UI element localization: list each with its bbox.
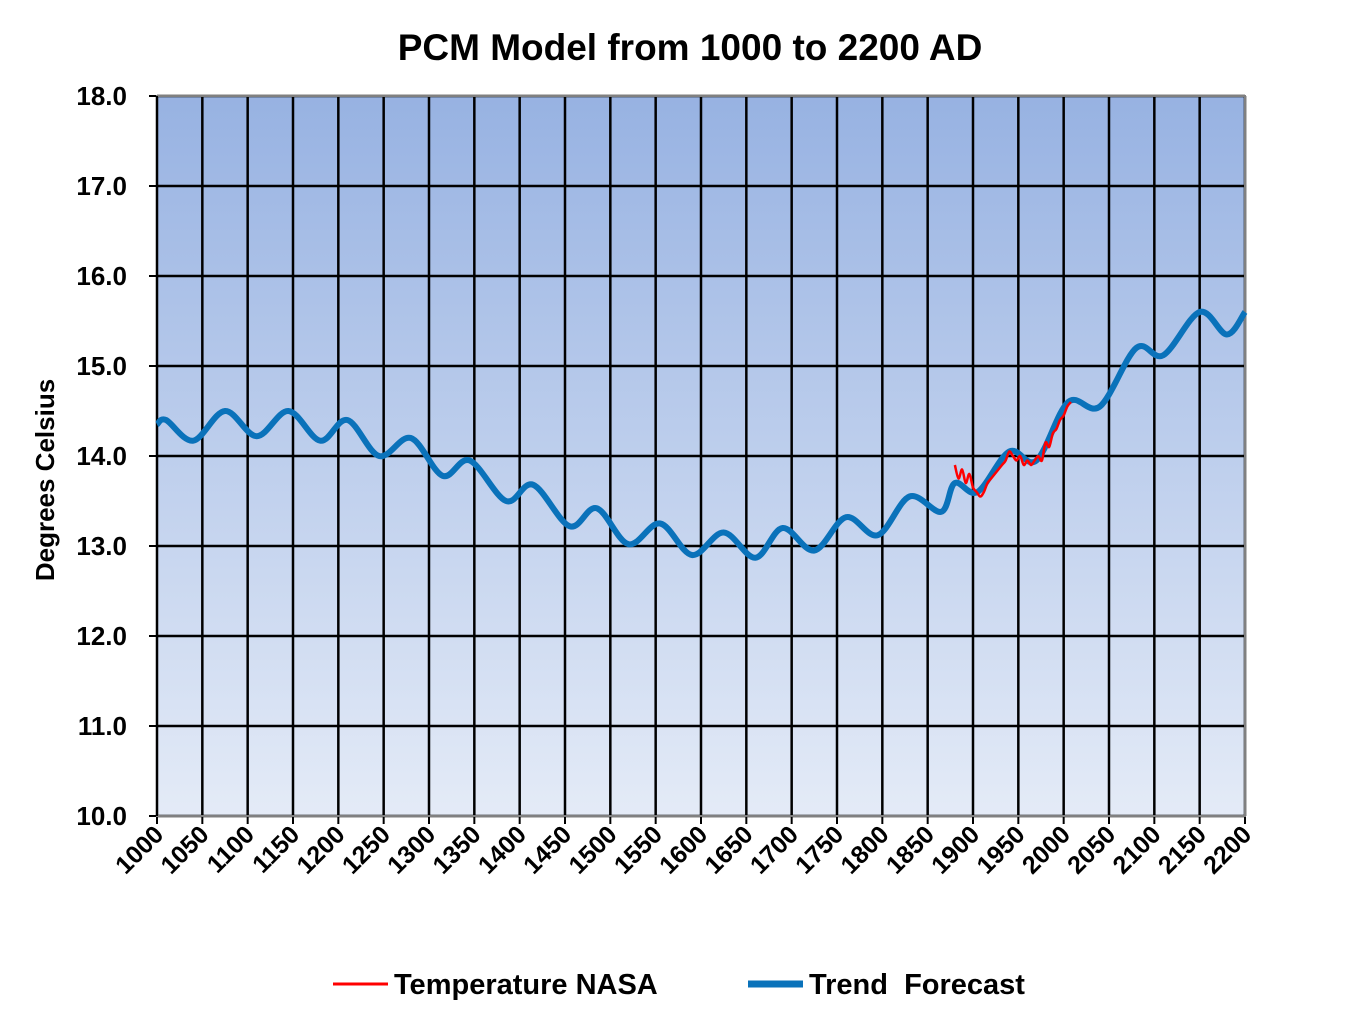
- x-tick-label: 1750: [790, 820, 849, 879]
- x-tick-label: 1150: [247, 820, 305, 878]
- x-tick-label: 1600: [654, 820, 713, 879]
- x-tick-label: 1700: [745, 820, 804, 879]
- x-tick-label: 1050: [155, 820, 214, 879]
- y-tick-label: 10.0: [76, 801, 127, 831]
- y-tick-label: 11.0: [78, 711, 127, 741]
- x-tick-label: 1200: [291, 820, 350, 879]
- x-tick-label: 1350: [427, 820, 486, 879]
- x-tick-label: 1300: [382, 820, 441, 879]
- y-tick-label: 13.0: [76, 531, 127, 561]
- x-tick-label: 1550: [609, 820, 668, 879]
- legend: Temperature NASA Trend Forecast: [333, 969, 1025, 1001]
- x-tick-label: 1800: [835, 820, 894, 879]
- x-tick-label: 1250: [337, 820, 396, 879]
- x-tick-label: 1850: [881, 820, 940, 879]
- y-tick-label: 15.0: [76, 351, 127, 381]
- y-tick-label: 17.0: [76, 171, 127, 201]
- x-tick-label: 1500: [563, 820, 622, 879]
- x-tick-label: 1900: [926, 820, 985, 879]
- x-tick-label: 2100: [1107, 820, 1166, 879]
- x-tick-label: 2150: [1153, 820, 1212, 879]
- series-line: [154, 308, 1248, 561]
- x-tick-label: 1100: [202, 820, 260, 878]
- lines: [154, 308, 1248, 561]
- series-line: [953, 401, 1072, 498]
- y-tick-label: 12.0: [76, 621, 127, 651]
- x-tick-label: 2050: [1062, 820, 1121, 879]
- x-tick-label: 1400: [473, 820, 532, 879]
- x-tick-label: 1650: [699, 820, 758, 879]
- legend-label: Temperature NASA: [394, 969, 658, 1001]
- x-tick-label: 1950: [971, 820, 1030, 879]
- y-tick-label: 14.0: [76, 441, 127, 471]
- y-tick-label: 16.0: [76, 261, 127, 291]
- x-tick-label: 1450: [518, 820, 577, 879]
- legend-label: Trend Forecast: [809, 969, 1025, 1001]
- chart-title: PCM Model from 1000 to 2200 AD: [398, 27, 983, 68]
- x-tick-label: 2000: [1017, 820, 1076, 879]
- x-tick-label: 2200: [1198, 820, 1257, 879]
- y-tick-label: 18.0: [76, 81, 127, 111]
- y-axis-label: Degrees Celsius: [30, 379, 60, 581]
